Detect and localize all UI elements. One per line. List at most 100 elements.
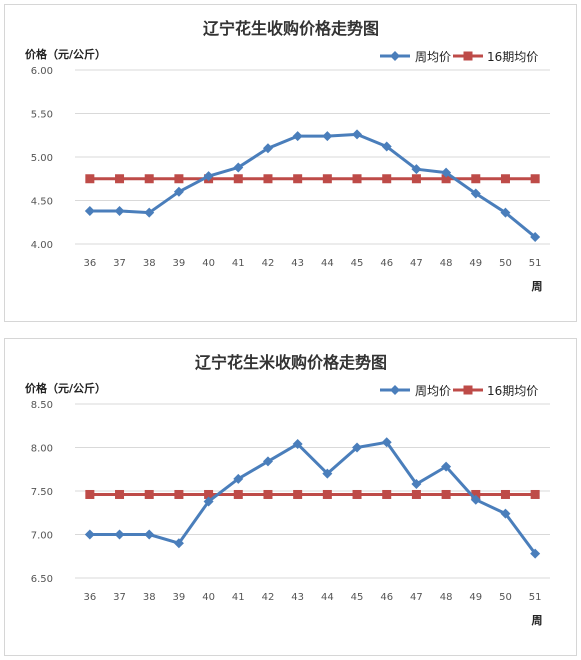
y-axis-label: 价格（元/公斤） bbox=[25, 381, 106, 395]
data-point bbox=[411, 174, 421, 184]
y-tick-label: 8.00 bbox=[31, 444, 53, 455]
legend-label: 周均价 bbox=[415, 50, 451, 64]
data-point bbox=[84, 529, 95, 540]
data-point bbox=[262, 456, 273, 467]
x-tick-label: 50 bbox=[499, 258, 512, 269]
data-point bbox=[144, 174, 154, 184]
data-point bbox=[411, 489, 421, 499]
y-tick-label: 8.50 bbox=[31, 400, 53, 411]
x-tick-label: 51 bbox=[529, 258, 542, 269]
data-point bbox=[441, 461, 452, 472]
x-tick-label: 47 bbox=[410, 258, 423, 269]
x-tick-label: 37 bbox=[113, 592, 126, 603]
x-tick-label: 38 bbox=[143, 592, 156, 603]
series-line bbox=[89, 132, 537, 239]
data-point bbox=[173, 186, 184, 197]
x-tick-label: 49 bbox=[469, 258, 482, 269]
chart-title: 辽宁花生收购价格走势图 bbox=[203, 19, 379, 38]
y-tick-label: 6.50 bbox=[31, 574, 53, 585]
x-tick-label: 42 bbox=[262, 258, 275, 269]
data-point bbox=[352, 129, 363, 140]
legend-label: 16期均价 bbox=[487, 50, 538, 64]
y-tick-label: 4.50 bbox=[31, 197, 53, 208]
data-point bbox=[381, 141, 392, 152]
x-tick-label: 50 bbox=[499, 592, 512, 603]
data-point bbox=[322, 131, 333, 142]
x-tick-label: 39 bbox=[173, 258, 186, 269]
x-tick-label: 45 bbox=[351, 258, 364, 269]
data-point bbox=[84, 205, 95, 216]
x-tick-label: 43 bbox=[291, 592, 304, 603]
data-point bbox=[530, 232, 541, 243]
data-point bbox=[352, 489, 362, 499]
data-point bbox=[144, 207, 155, 218]
data-point bbox=[292, 131, 303, 142]
data-point bbox=[470, 188, 481, 199]
x-tick-label: 44 bbox=[321, 592, 334, 603]
y-tick-label: 5.50 bbox=[31, 110, 53, 121]
data-point bbox=[411, 479, 422, 490]
x-tick-label: 41 bbox=[232, 592, 245, 603]
x-tick-label: 36 bbox=[83, 592, 96, 603]
x-tick-label: 48 bbox=[440, 592, 453, 603]
data-point bbox=[352, 174, 362, 184]
data-point bbox=[500, 489, 510, 499]
x-tick-label: 46 bbox=[380, 592, 393, 603]
data-point bbox=[322, 174, 332, 184]
data-point bbox=[115, 489, 125, 499]
x-tick-label: 36 bbox=[83, 258, 96, 269]
data-point bbox=[85, 489, 95, 499]
data-point bbox=[382, 174, 392, 184]
data-point bbox=[470, 494, 481, 505]
x-tick-label: 39 bbox=[173, 592, 186, 603]
data-point bbox=[173, 538, 184, 549]
data-point bbox=[352, 442, 363, 453]
data-point bbox=[530, 489, 540, 499]
y-tick-label: 4.00 bbox=[31, 240, 53, 251]
data-point bbox=[114, 205, 125, 216]
data-point bbox=[530, 174, 540, 184]
x-tick-label: 51 bbox=[529, 592, 542, 603]
y-tick-label: 5.00 bbox=[31, 153, 53, 164]
data-point bbox=[293, 489, 303, 499]
x-tick-label: 49 bbox=[469, 592, 482, 603]
data-point bbox=[262, 143, 273, 154]
data-point bbox=[233, 162, 244, 173]
data-point bbox=[263, 489, 273, 499]
x-tick-label: 40 bbox=[202, 258, 215, 269]
data-point bbox=[411, 164, 422, 175]
x-tick-label: 42 bbox=[262, 592, 275, 603]
x-tick-label: 38 bbox=[143, 258, 156, 269]
data-point bbox=[441, 489, 451, 499]
legend-marker bbox=[390, 385, 400, 395]
x-tick-label: 43 bbox=[291, 258, 304, 269]
x-axis-label: 周 bbox=[532, 280, 543, 293]
data-point bbox=[174, 174, 184, 184]
data-point bbox=[500, 508, 511, 519]
data-point bbox=[293, 174, 303, 184]
data-point bbox=[530, 548, 541, 559]
x-axis-label: 周 bbox=[532, 614, 543, 627]
data-point bbox=[322, 468, 333, 479]
chart-panel-peanut: 辽宁花生收购价格走势图 价格（元/公斤） 4.00 4.50 5.00 5.50 6.00 3… bbox=[4, 4, 577, 322]
data-point bbox=[115, 174, 125, 184]
data-point bbox=[233, 174, 243, 184]
y-axis-label: 价格（元/公斤） bbox=[25, 47, 106, 61]
x-tick-label: 47 bbox=[410, 592, 423, 603]
data-point bbox=[500, 207, 511, 218]
data-point bbox=[441, 167, 452, 178]
data-point bbox=[233, 473, 244, 484]
data-point bbox=[471, 174, 481, 184]
data-point bbox=[204, 489, 214, 499]
x-tick-label: 45 bbox=[351, 592, 364, 603]
data-point bbox=[114, 529, 125, 540]
data-point bbox=[144, 529, 155, 540]
data-point bbox=[85, 174, 95, 184]
x-tick-label: 44 bbox=[321, 258, 334, 269]
data-point bbox=[381, 437, 392, 448]
legend-marker bbox=[463, 51, 473, 61]
data-point bbox=[441, 174, 451, 184]
data-point bbox=[471, 489, 481, 499]
data-point bbox=[233, 489, 243, 499]
